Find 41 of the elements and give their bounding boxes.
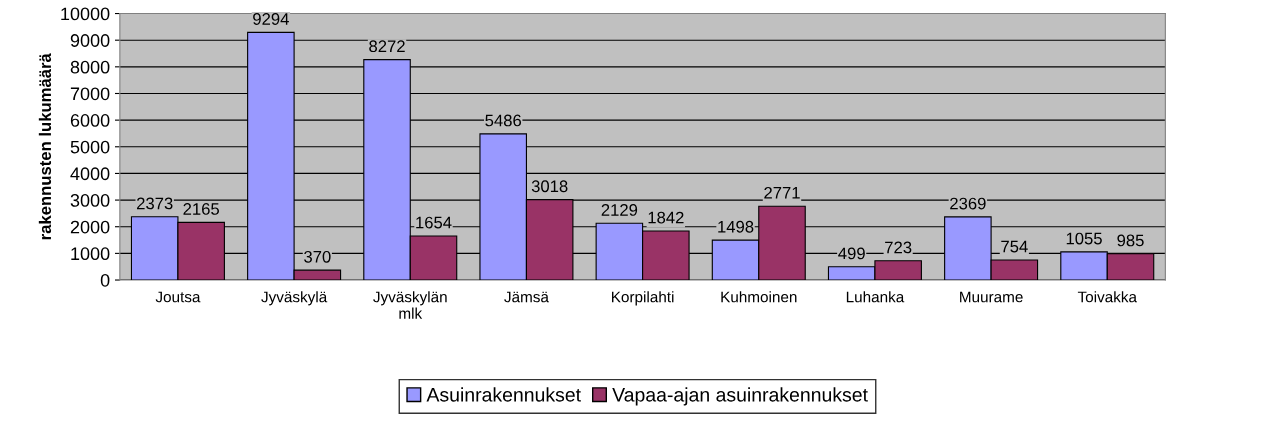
data-label: 985 xyxy=(1117,234,1144,247)
y-tick-label: 5000 xyxy=(70,140,110,154)
y-tick-label: 3000 xyxy=(70,194,110,207)
y-tick-label: 2000 xyxy=(70,220,110,234)
x-tick-label: Luhanka xyxy=(846,291,905,303)
x-tick-label: Korpilahti xyxy=(612,291,674,306)
data-label: 1498 xyxy=(718,220,754,233)
legend-label: Vapaa-ajan asuinrakennukset xyxy=(612,387,868,406)
y-axis-title: rakennusten lukumäärä xyxy=(38,53,52,240)
data-label: 1055 xyxy=(1066,232,1102,245)
data-label: 499 xyxy=(838,247,865,260)
legend-label: Asuinrakennukset xyxy=(426,387,581,402)
y-tick-label: 9000 xyxy=(70,34,110,47)
data-label: 723 xyxy=(885,241,912,254)
y-tick-label: 4000 xyxy=(70,167,110,181)
x-tick-label: Jyväskylä xyxy=(261,291,328,306)
data-label: 2373 xyxy=(137,197,173,210)
y-tick-label: 6000 xyxy=(70,114,110,127)
y-tick-label: 7000 xyxy=(70,87,110,101)
data-label: 1842 xyxy=(648,211,684,224)
y-tick-label: 10000 xyxy=(61,7,110,21)
data-label: 2165 xyxy=(183,203,220,215)
data-label: 2369 xyxy=(950,197,986,210)
data-label: 3018 xyxy=(531,180,568,193)
data-label: 754 xyxy=(1001,240,1028,253)
x-tick-label: Jyväskylän mlk xyxy=(373,291,447,319)
data-label: 2771 xyxy=(764,186,800,199)
data-label: 1654 xyxy=(416,216,452,229)
x-tick-label: Muurame xyxy=(960,291,1023,303)
data-label: 370 xyxy=(304,250,331,263)
x-tick-label: Joutsa xyxy=(155,291,201,303)
data-label: 8272 xyxy=(369,40,405,53)
data-label: 2129 xyxy=(601,204,638,216)
x-tick-label: Jämsä xyxy=(504,291,549,303)
x-tick-label: Kuhmoinen xyxy=(721,291,797,303)
x-tick-label: Toivakka xyxy=(1077,291,1137,303)
data-label: 9294 xyxy=(253,13,289,25)
y-tick-label: 1000 xyxy=(71,247,110,261)
data-label: 5486 xyxy=(485,114,522,127)
y-tick-label: 8000 xyxy=(70,60,110,74)
y-tick-label: 0 xyxy=(100,273,110,287)
